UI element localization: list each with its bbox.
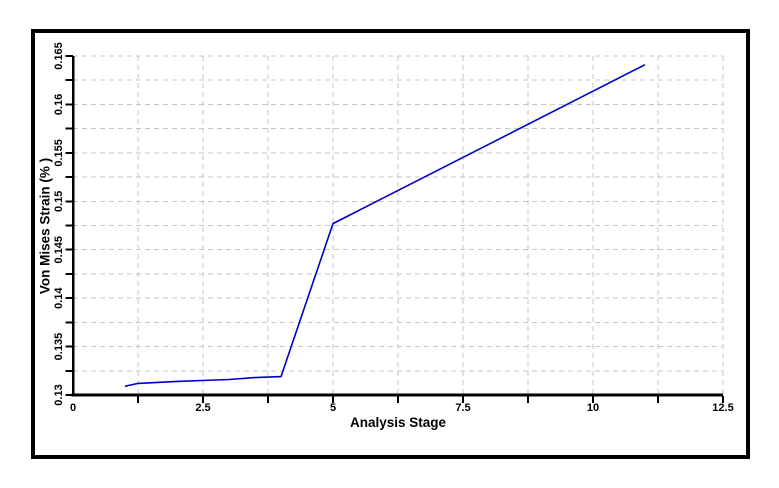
- x-tick-label: 5: [330, 402, 336, 414]
- y-axis-title: Von Mises Strain (% ): [37, 157, 53, 295]
- x-tick-label: 12.5: [712, 402, 733, 414]
- y-tick-label: 0.14: [53, 287, 65, 309]
- y-tick-label: 0.145: [53, 236, 65, 264]
- series-line: [124, 63, 646, 388]
- x-tick-label: 0: [70, 402, 76, 414]
- y-tick-labels: 0.13 0.135 0.14 0.145 0.15 0.155 0.16 0.165: [53, 42, 65, 405]
- gridlines: [73, 55, 724, 395]
- x-tick-label: 7.5: [455, 402, 470, 414]
- y-tick-label: 0.16: [53, 94, 65, 115]
- y-tick-label: 0.165: [53, 42, 65, 70]
- x-tick-label: 10: [587, 402, 599, 414]
- y-tick-label: 0.135: [53, 333, 65, 361]
- plot-frame: 0 2.5 5 7.5 10 12.5 0.13 0.135 0.14 0.145 0.15 0.15…: [31, 29, 750, 459]
- y-tick-label: 0.13: [53, 384, 65, 405]
- y-tick-label: 0.155: [53, 139, 65, 167]
- x-tick-label: 2.5: [195, 402, 210, 414]
- x-axis-title: Analysis Stage: [349, 415, 447, 430]
- tick-marks: [65, 55, 724, 403]
- y-tick-label: 0.15: [53, 191, 65, 212]
- plot-area: 0 2.5 5 7.5 10 12.5 0.13 0.135 0.14 0.145 0.15 0.15…: [53, 42, 734, 414]
- x-tick-labels: 0 2.5 5 7.5 10 12.5: [70, 402, 734, 414]
- axes: [71, 56, 723, 397]
